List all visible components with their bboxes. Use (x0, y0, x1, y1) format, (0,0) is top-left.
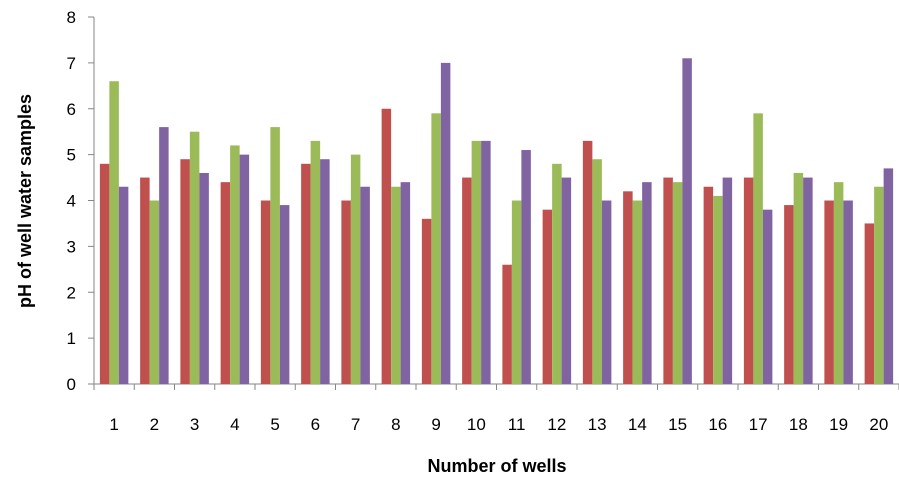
y-tick-label: 8 (67, 8, 76, 27)
bar (521, 150, 531, 384)
bar (471, 140, 482, 384)
bar (109, 81, 119, 384)
x-tick-label: 4 (230, 415, 239, 434)
y-tick-label: 5 (67, 146, 76, 165)
bar (642, 182, 652, 384)
bar (350, 154, 361, 384)
bar (784, 205, 794, 384)
bar (722, 177, 733, 384)
bar (149, 200, 160, 384)
bar (118, 186, 129, 384)
bar (762, 209, 773, 384)
x-tick-label: 19 (829, 415, 848, 434)
bar (561, 177, 572, 384)
x-tick-label: 9 (431, 415, 440, 434)
x-tick-label: 2 (150, 415, 159, 434)
bar (592, 159, 602, 384)
bar (462, 177, 472, 384)
bar (320, 159, 330, 384)
bar (391, 186, 401, 384)
x-tick-label: 10 (467, 415, 486, 434)
bar (703, 186, 714, 384)
x-tick-label: 18 (789, 415, 808, 434)
bar (260, 200, 271, 384)
x-tick-label: 15 (668, 415, 687, 434)
bar (199, 172, 209, 384)
bar (623, 191, 633, 384)
x-tick-label: 17 (749, 415, 768, 434)
bar (753, 113, 763, 385)
x-tick-label: 6 (311, 415, 320, 434)
bar (159, 127, 169, 384)
bar (220, 182, 231, 384)
bar (824, 200, 834, 384)
x-tick-label: 3 (190, 415, 199, 434)
bar (180, 159, 190, 384)
x-tick-label: 1 (109, 415, 118, 434)
bar (440, 62, 451, 384)
bar (793, 172, 804, 384)
x-tick-label: 7 (351, 415, 360, 434)
bar (421, 218, 432, 384)
bar (582, 140, 593, 384)
bar (381, 108, 392, 384)
bar (803, 177, 813, 384)
bar (279, 205, 290, 384)
bar (713, 195, 723, 384)
bar (663, 177, 673, 384)
bar (99, 163, 110, 384)
bar (672, 182, 683, 384)
bar (341, 200, 351, 384)
y-tick-label: 0 (67, 375, 76, 394)
y-axis-title: pH of well water samples (15, 94, 35, 308)
x-tick-label: 11 (508, 415, 526, 434)
y-tick-label: 4 (67, 192, 76, 211)
x-tick-label: 20 (869, 415, 888, 434)
bar (833, 182, 844, 384)
bar (632, 200, 643, 384)
bar (864, 223, 875, 384)
bar (511, 200, 522, 384)
bar (481, 140, 491, 384)
bar (140, 177, 150, 384)
y-tick-label: 3 (67, 237, 76, 256)
bar (843, 200, 853, 384)
bar (552, 163, 562, 384)
bar (400, 182, 411, 384)
y-tick-label: 2 (67, 283, 76, 302)
x-tick-label: 16 (708, 415, 727, 434)
bar (239, 154, 250, 384)
bar (542, 209, 553, 384)
bar (310, 140, 321, 384)
bar (230, 145, 240, 384)
x-tick-label: 14 (628, 415, 647, 434)
bar (743, 177, 754, 384)
bar (431, 113, 441, 385)
bar (270, 127, 280, 384)
bar (883, 168, 894, 384)
bar (502, 264, 512, 384)
y-tick-label: 1 (67, 329, 76, 348)
bar (360, 186, 370, 384)
y-tick-label: 6 (67, 100, 76, 119)
bar (301, 163, 311, 384)
bar (874, 186, 884, 384)
x-axis-title: Number of wells (427, 456, 566, 476)
bar (682, 58, 692, 384)
x-tick-label: 5 (270, 415, 279, 434)
y-tick-label: 7 (67, 54, 76, 73)
bar (601, 200, 612, 384)
bar (189, 131, 200, 384)
x-tick-label: 12 (547, 415, 566, 434)
x-tick-label: 8 (391, 415, 400, 434)
x-tick-label: 13 (588, 415, 607, 434)
